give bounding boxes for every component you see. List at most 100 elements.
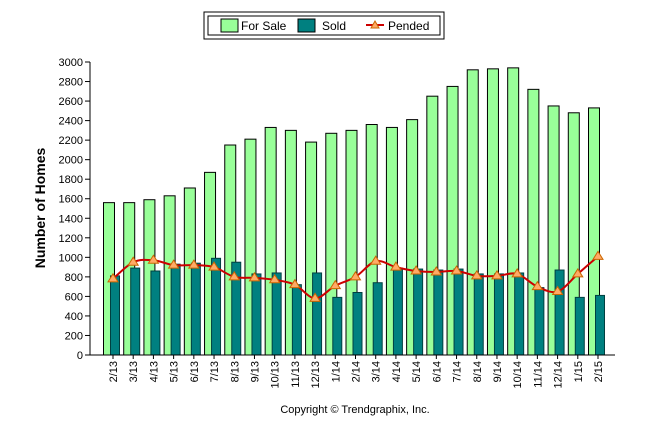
x-tick-label: 5/14	[411, 361, 423, 382]
pended-point	[491, 269, 503, 280]
bar-sold	[170, 263, 181, 356]
x-tick-label: 8/13	[229, 361, 241, 382]
legend-label-sold: Sold	[322, 19, 346, 33]
bar-sold	[554, 269, 565, 356]
x-tick-label: 10/14	[512, 361, 524, 389]
x-tick-label: 7/14	[452, 361, 464, 382]
bar-sold	[534, 287, 545, 356]
bar-sold	[453, 268, 464, 356]
bar-sold	[150, 270, 161, 356]
x-tick-label: 7/13	[209, 361, 221, 382]
y-tick-label: 3000	[59, 57, 83, 69]
pended-point	[268, 273, 281, 284]
x-tick-label: 11/14	[532, 361, 544, 388]
bar-sold	[372, 282, 383, 356]
bar-sold	[251, 273, 262, 356]
pended-point	[228, 270, 241, 281]
pended-point	[349, 270, 362, 281]
pended-point	[187, 259, 200, 269]
pended-point	[329, 279, 342, 290]
pended-point	[127, 256, 140, 266]
bar-sold	[332, 296, 343, 356]
y-tick-label: 2400	[59, 116, 83, 128]
x-tick-label: 2/14	[351, 361, 363, 382]
pended-series	[107, 250, 604, 302]
pended-point	[531, 280, 544, 291]
y-tick-label: 2200	[59, 135, 83, 147]
pended-point	[571, 267, 584, 278]
bar-sold	[473, 273, 484, 356]
axes	[89, 62, 615, 356]
legend-swatch-for-sale	[220, 18, 239, 33]
y-tick-label: 800	[65, 272, 83, 284]
pended-point	[551, 285, 564, 296]
x-tick-label: 3/14	[371, 361, 383, 382]
pended-point	[450, 265, 463, 275]
bar-sold	[595, 294, 605, 356]
pended-point	[390, 261, 402, 271]
x-tick-label: 4/14	[391, 361, 403, 382]
pended-point	[248, 271, 261, 282]
y-tick-label: 1400	[59, 213, 83, 225]
pended-point	[107, 272, 119, 283]
bar-sold	[574, 296, 585, 356]
pended-point	[288, 278, 301, 289]
y-tick-label: 2000	[59, 155, 83, 167]
x-tick-label: 8/14	[472, 361, 484, 382]
x-tick-label: 5/13	[169, 361, 181, 382]
bars	[103, 67, 605, 356]
y-tick-label: 2800	[59, 77, 83, 89]
pended-point	[369, 255, 382, 265]
x-tick-label: 2/13	[108, 361, 120, 382]
x-tick-label: 1/15	[573, 361, 585, 382]
bar-sold	[312, 272, 323, 356]
pended-point	[430, 266, 443, 276]
y-tick-label: 1200	[59, 233, 83, 245]
copyright-text: Copyright © Trendgraphix, Inc.	[280, 404, 429, 416]
pended-point	[208, 261, 220, 271]
y-tick-label: 600	[65, 291, 83, 303]
x-tick-label: 3/13	[128, 361, 140, 382]
bar-sold	[493, 273, 504, 356]
x-tick-label: 12/13	[310, 361, 322, 389]
x-tick-label: 9/13	[249, 361, 261, 382]
pended-point	[410, 265, 423, 275]
x-tick-label: 2/15	[593, 361, 605, 382]
pended-point	[147, 254, 160, 264]
x-tick-label: 9/14	[492, 361, 504, 382]
x-tick-label: 1/14	[330, 361, 342, 382]
x-tick-label: 12/14	[553, 361, 565, 389]
legend-marker-pended	[370, 19, 380, 29]
bar-sold	[271, 272, 282, 356]
bar-sold	[190, 262, 201, 356]
y-tick-label: 200	[65, 330, 83, 342]
bar-sold	[291, 284, 302, 356]
bar-sold	[392, 267, 403, 356]
bar-sold	[352, 291, 363, 356]
y-axis-ticks: 0 200 400 600 800 1000 1200 1400 1600 1800 2000 220…	[59, 57, 90, 362]
chart-legend: For Sale Sold Pended	[203, 11, 445, 40]
y-tick-label: 1800	[59, 174, 83, 186]
y-tick-label: 2600	[59, 96, 83, 108]
pended-point	[511, 267, 524, 278]
legend-swatch-sold	[297, 18, 316, 33]
x-axis-ticks: 2/13 3/13 4/13 5/13 6/13 7/13 8/13 9/13 10/13 11/…	[108, 355, 605, 389]
legend-label-for-sale: For Sale	[241, 19, 287, 33]
bar-sold	[130, 267, 141, 356]
pended-point	[309, 292, 321, 302]
bar-sold	[110, 275, 120, 356]
bar-sold	[514, 272, 525, 356]
y-tick-label: 1600	[59, 194, 83, 206]
x-tick-label: 4/13	[148, 361, 160, 382]
x-tick-label: 6/14	[431, 361, 443, 382]
x-tick-label: 10/13	[270, 361, 282, 389]
y-tick-label: 400	[65, 311, 83, 323]
x-tick-label: 11/13	[290, 361, 302, 388]
bar-sold	[433, 269, 444, 356]
bar-sold	[413, 268, 424, 356]
pended-point	[167, 259, 180, 269]
y-axis-title: Number of Homes	[32, 148, 48, 269]
x-tick-label: 6/13	[189, 361, 201, 382]
